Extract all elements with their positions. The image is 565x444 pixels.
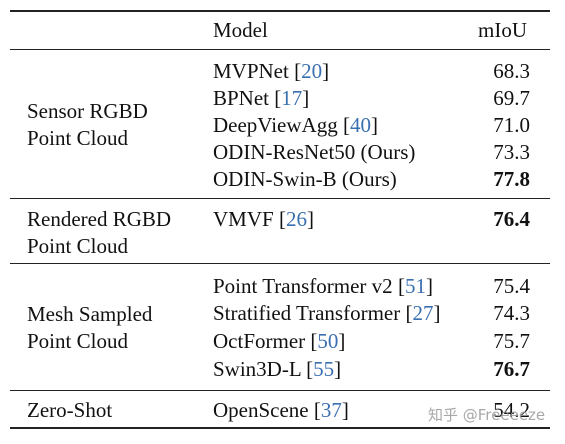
citation-link[interactable]: 26: [285, 207, 307, 231]
row-vmvf: VMVF [26]: [213, 207, 314, 231]
value-swin3d-l: 76.7: [493, 357, 530, 381]
group-label-sensor-line2: Point Cloud: [27, 126, 128, 150]
value-deepviewagg: 71.0: [493, 113, 530, 137]
citation-link[interactable]: 51: [404, 274, 426, 298]
value-openscene: 54.2: [493, 398, 530, 422]
citation-link[interactable]: 37: [320, 398, 342, 422]
group-label-zero-shot: Zero-Shot: [27, 398, 113, 422]
value-stratified-transformer: 74.3: [493, 301, 530, 325]
value-odin-resnet50: 73.3: [493, 140, 530, 164]
row-point-transformer-v2: Point Transformer v2 [51]: [213, 274, 433, 298]
group-label-mesh-line2: Point Cloud: [27, 329, 128, 353]
value-octformer: 75.7: [493, 329, 530, 353]
group-label-sensor-line1: Sensor RGBD: [27, 99, 148, 123]
row-bpnet: BPNet [17]: [213, 86, 310, 110]
group-label-mesh-line1: Mesh Sampled: [27, 302, 153, 326]
row-stratified-transformer: Stratified Transformer [27]: [213, 301, 441, 325]
value-vmvf: 76.4: [493, 207, 530, 231]
header-rule: [10, 49, 550, 51]
row-swin3d-l: Swin3D-L [55]: [213, 357, 342, 381]
row-deepviewagg: DeepViewAgg [40]: [213, 113, 378, 137]
group-rule-2: [10, 263, 550, 265]
citation-link[interactable]: 55: [313, 357, 335, 381]
header-miou: mIoU: [478, 18, 527, 42]
group-label-rendered-line1: Rendered RGBD: [27, 207, 172, 231]
row-odin-swin-b: ODIN-Swin-B (Ours): [213, 167, 397, 191]
citation-link[interactable]: 40: [349, 113, 371, 137]
row-mvpnet: MVPNet [20]: [213, 59, 330, 83]
value-mvpnet: 68.3: [493, 59, 530, 83]
row-openscene: OpenScene [37]: [213, 398, 349, 422]
row-octformer: OctFormer [50]: [213, 329, 346, 353]
group-rule-1: [10, 198, 550, 200]
top-rule: [10, 10, 550, 12]
citation-link[interactable]: 17: [281, 86, 303, 110]
header-model: Model: [213, 18, 268, 42]
group-label-rendered-line2: Point Cloud: [27, 234, 128, 258]
watermark: 知乎 @Freeeeze: [428, 406, 546, 424]
bottom-rule: [10, 427, 550, 429]
row-odin-resnet50: ODIN-ResNet50 (Ours): [213, 140, 416, 164]
value-point-transformer-v2: 75.4: [493, 274, 530, 298]
value-odin-swin-b: 77.8: [493, 167, 530, 191]
citation-link[interactable]: 20: [301, 59, 323, 83]
value-bpnet: 69.7: [493, 86, 530, 110]
citation-link[interactable]: 27: [412, 301, 434, 325]
group-rule-3: [10, 390, 550, 392]
citation-link[interactable]: 50: [317, 329, 339, 353]
